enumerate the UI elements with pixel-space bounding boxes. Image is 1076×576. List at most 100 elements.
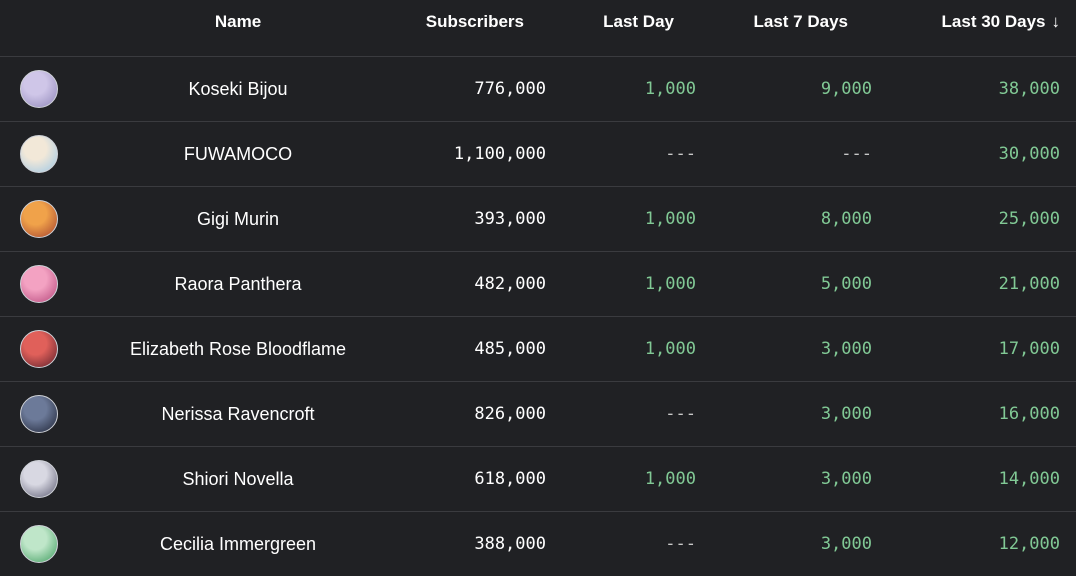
channel-name-cell: Raora Panthera (78, 252, 398, 316)
avatar[interactable] (20, 135, 58, 173)
last-day-value-cell: 1,000 (546, 57, 696, 121)
subscribers-value: 393,000 (474, 209, 546, 229)
last-day-value: 1,000 (644, 79, 696, 99)
column-header-last-day-label: Last Day (603, 12, 674, 31)
table-row[interactable]: Cecilia Immergreen 388,000 --- 3,000 12,000 (0, 512, 1076, 576)
column-header-last-30-days-label: Last 30 Days (941, 12, 1046, 31)
last-7-days-value-cell: 9,000 (696, 57, 872, 121)
channel-name[interactable]: Koseki Bijou (188, 78, 288, 99)
last-7-days-value: 3,000 (820, 534, 872, 554)
last-7-days-value: 8,000 (820, 209, 872, 229)
subscribers-value: 1,100,000 (453, 144, 546, 164)
avatar-cell (0, 252, 78, 316)
channel-name-cell: FUWAMOCO (78, 122, 398, 186)
last-7-days-value: 5,000 (820, 274, 872, 294)
last-day-value: --- (665, 534, 696, 554)
last-30-days-value: 14,000 (998, 469, 1060, 489)
last-30-days-value: 12,000 (998, 534, 1060, 554)
avatar[interactable] (20, 200, 58, 238)
last-day-value-cell: 1,000 (546, 317, 696, 381)
last-day-value-cell: --- (546, 122, 696, 186)
avatar[interactable] (20, 265, 58, 303)
table-row[interactable]: Nerissa Ravencroft 826,000 --- 3,000 16,000 (0, 382, 1076, 447)
channel-name-cell: Gigi Murin (78, 187, 398, 251)
last-day-value-cell: --- (546, 512, 696, 576)
last-30-days-value-cell: 16,000 (872, 382, 1060, 446)
channel-name-cell: Nerissa Ravencroft (78, 382, 398, 446)
column-header-last-30-days[interactable]: Last 30 Days ↓ (872, 0, 1060, 44)
subscribers-value-cell: 776,000 (398, 57, 546, 121)
channel-name[interactable]: FUWAMOCO (183, 143, 293, 164)
subscribers-value-cell: 393,000 (398, 187, 546, 251)
last-day-value-cell: --- (546, 382, 696, 446)
avatar[interactable] (20, 525, 58, 563)
last-day-value: --- (665, 144, 696, 164)
column-header-name[interactable]: Name (78, 0, 398, 44)
avatar-cell (0, 382, 78, 446)
last-7-days-value: --- (841, 144, 872, 164)
subscribers-value-cell: 485,000 (398, 317, 546, 381)
subscribers-value-cell: 1,100,000 (398, 122, 546, 186)
table-row[interactable]: Elizabeth Rose Bloodflame 485,000 1,000 3,0… (0, 317, 1076, 382)
channel-name-cell: Cecilia Immergreen (78, 512, 398, 576)
channel-name[interactable]: Cecilia Immergreen (159, 533, 317, 554)
table-row[interactable]: Koseki Bijou 776,000 1,000 9,000 38,000 (0, 57, 1076, 122)
column-header-subscribers[interactable]: Subscribers (398, 0, 524, 44)
avatar-cell (0, 57, 78, 121)
subscribers-value-cell: 482,000 (398, 252, 546, 316)
channel-name-cell: Elizabeth Rose Bloodflame (78, 317, 398, 381)
subscribers-value-cell: 618,000 (398, 447, 546, 511)
last-day-value: 1,000 (644, 209, 696, 229)
table-row[interactable]: Raora Panthera 482,000 1,000 5,000 21,000 (0, 252, 1076, 317)
subscribers-value: 485,000 (474, 339, 546, 359)
last-30-days-value: 17,000 (998, 339, 1060, 359)
table-row[interactable]: Gigi Murin 393,000 1,000 8,000 25,000 (0, 187, 1076, 252)
last-day-value: 1,000 (644, 469, 696, 489)
last-30-days-value-cell: 25,000 (872, 187, 1060, 251)
last-30-days-value: 30,000 (998, 144, 1060, 164)
avatar[interactable] (20, 70, 58, 108)
column-header-last-7-days[interactable]: Last 7 Days (696, 0, 849, 44)
channel-name-cell: Shiori Novella (78, 447, 398, 511)
last-30-days-value-cell: 14,000 (872, 447, 1060, 511)
column-header-last-day[interactable]: Last Day (546, 0, 674, 44)
avatar[interactable] (20, 460, 58, 498)
last-7-days-value: 3,000 (820, 404, 872, 424)
last-7-days-value-cell: 3,000 (696, 382, 872, 446)
column-header-subscribers-label: Subscribers (425, 12, 524, 31)
channel-name[interactable]: Shiori Novella (182, 468, 294, 489)
last-7-days-value: 3,000 (820, 469, 872, 489)
last-day-value-cell: 1,000 (546, 252, 696, 316)
channel-name[interactable]: Elizabeth Rose Bloodflame (129, 338, 347, 359)
avatar-cell (0, 187, 78, 251)
channel-name-cell: Koseki Bijou (78, 57, 398, 121)
avatar-cell (0, 512, 78, 576)
channel-name[interactable]: Gigi Murin (196, 208, 280, 229)
subscribers-value: 826,000 (474, 404, 546, 424)
last-day-value: 1,000 (644, 339, 696, 359)
subscribers-value: 618,000 (474, 469, 546, 489)
channel-name[interactable]: Raora Panthera (174, 273, 302, 294)
avatar[interactable] (20, 330, 58, 368)
channel-name[interactable]: Nerissa Ravencroft (161, 403, 315, 424)
last-7-days-value-cell: 5,000 (696, 252, 872, 316)
last-day-value-cell: 1,000 (546, 187, 696, 251)
table-row[interactable]: FUWAMOCO 1,100,000 --- --- 30,000 (0, 122, 1076, 187)
subscribers-value-cell: 388,000 (398, 512, 546, 576)
subscribers-value-cell: 826,000 (398, 382, 546, 446)
table-header: Name Subscribers Last Day Last 7 Days La… (0, 0, 1076, 57)
last-7-days-value-cell: 3,000 (696, 447, 872, 511)
last-30-days-value: 38,000 (998, 79, 1060, 99)
last-day-value: --- (665, 404, 696, 424)
avatar[interactable] (20, 395, 58, 433)
column-header-last-7-days-label: Last 7 Days (753, 12, 849, 31)
last-30-days-value: 16,000 (998, 404, 1060, 424)
table-row[interactable]: Shiori Novella 618,000 1,000 3,000 14,000 (0, 447, 1076, 512)
table-body: Koseki Bijou 776,000 1,000 9,000 38,000 FUWAM… (0, 57, 1076, 576)
last-7-days-value: 3,000 (820, 339, 872, 359)
subscribers-value: 482,000 (474, 274, 546, 294)
last-7-days-value: 9,000 (820, 79, 872, 99)
last-30-days-value-cell: 38,000 (872, 57, 1060, 121)
last-7-days-value-cell: 8,000 (696, 187, 872, 251)
